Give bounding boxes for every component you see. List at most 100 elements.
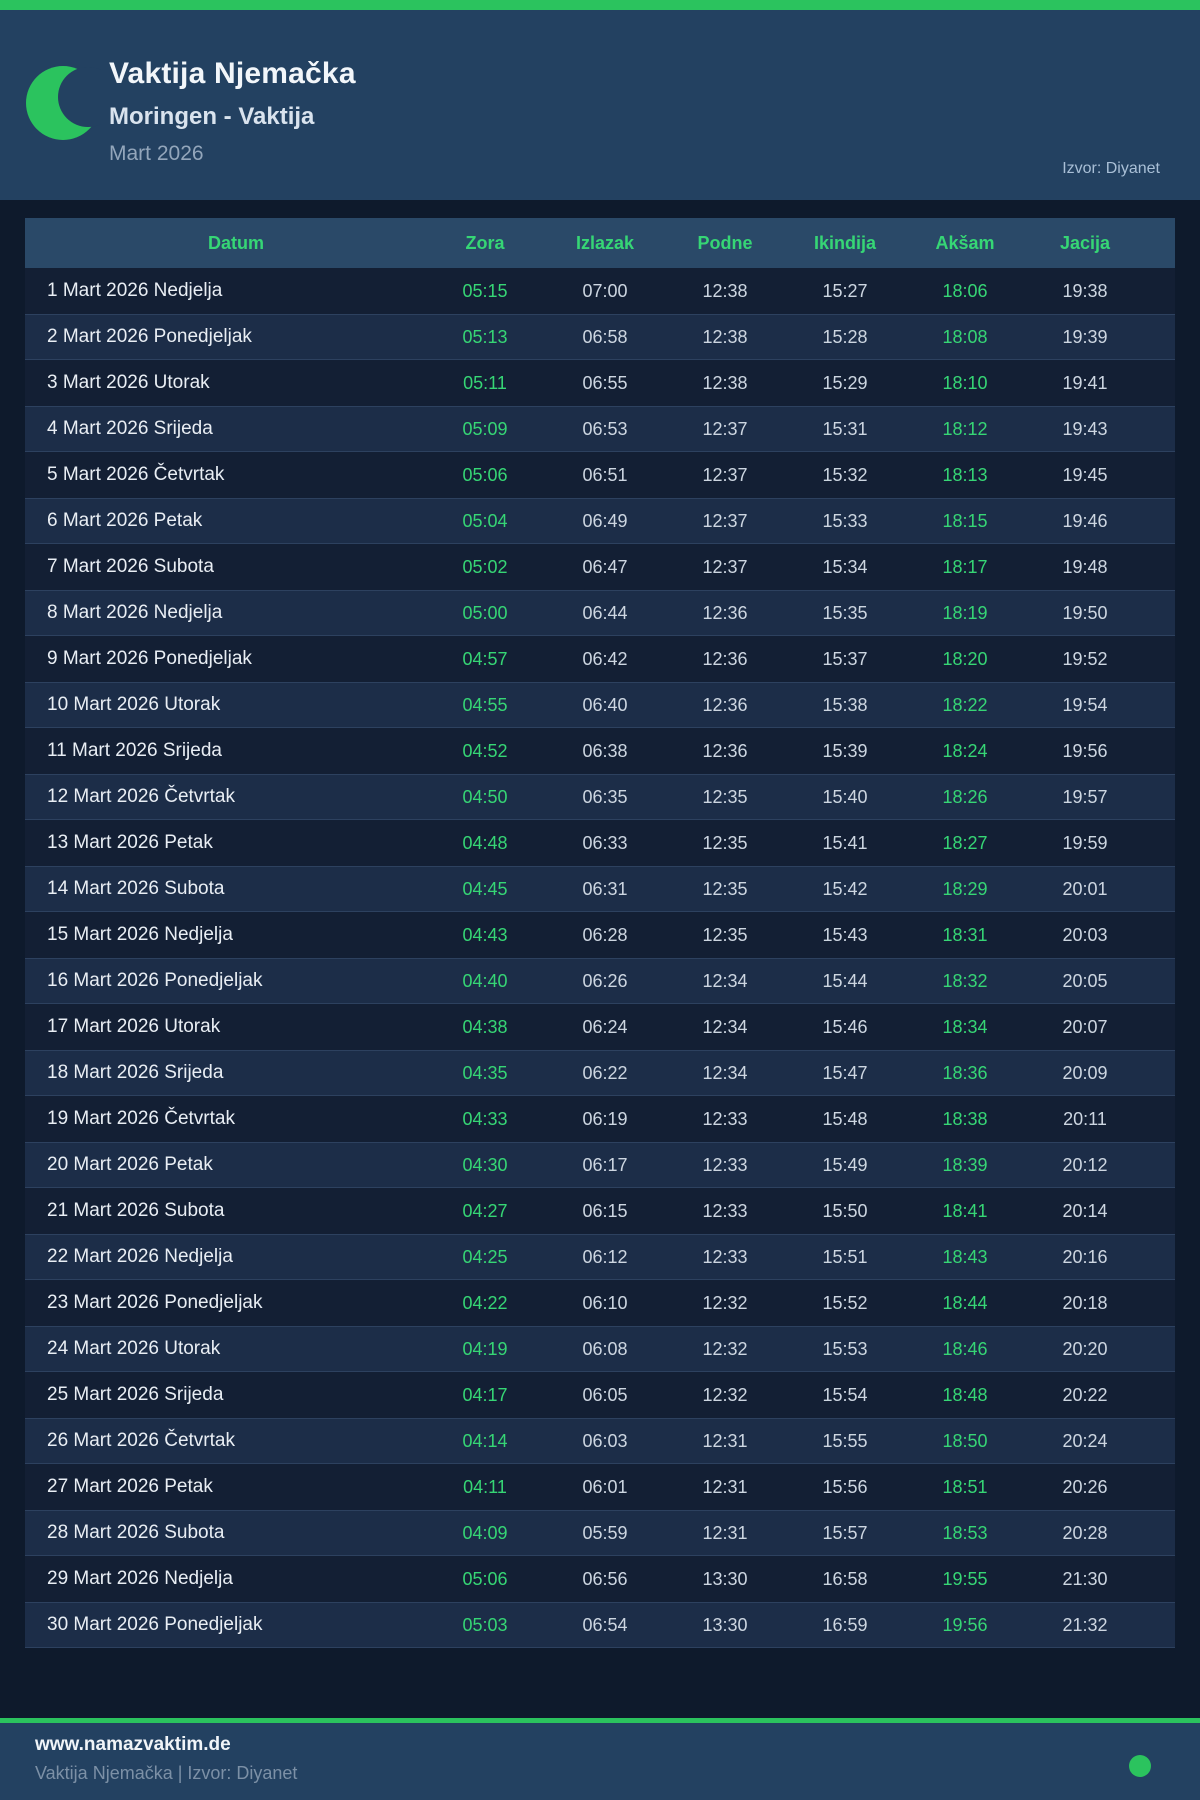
- table-row: 4 Mart 2026 Srijeda 05:09 06:53 12:37 15:31 1…: [25, 406, 1175, 452]
- prayer-times-table: Datum Zora Izlazak Podne Ikindija Akšam Jacija…: [25, 218, 1175, 1648]
- date-cell: 8 Mart 2026 Nedjelja: [47, 602, 223, 623]
- ikindija-cell: 15:43: [822, 924, 868, 945]
- jacija-cell: 20:16: [1062, 1246, 1108, 1267]
- page-header: Vaktija Njemačka Moringen - Vaktija Mart…: [0, 10, 1200, 200]
- row-spacer: [1145, 360, 1175, 406]
- aksam-cell: 18:24: [942, 740, 988, 761]
- aksam-cell: 18:53: [942, 1522, 988, 1543]
- table-row: 30 Mart 2026 Ponedjeljak 05:03 06:54 13:30 1…: [25, 1602, 1175, 1648]
- jacija-cell: 20:12: [1062, 1154, 1108, 1175]
- row-spacer: [1145, 452, 1175, 498]
- ikindija-cell: 15:57: [822, 1522, 868, 1543]
- podne-cell: 12:32: [702, 1384, 748, 1405]
- table-row: 15 Mart 2026 Nedjelja 04:43 06:28 12:35 15:4…: [25, 912, 1175, 958]
- izlazak-cell: 06:19: [582, 1108, 628, 1129]
- zora-cell: 04:55: [462, 694, 508, 715]
- izlazak-cell: 06:15: [582, 1200, 628, 1221]
- izlazak-cell: 05:59: [582, 1522, 628, 1543]
- date-cell: 3 Mart 2026 Utorak: [47, 372, 210, 393]
- row-spacer: [1145, 1326, 1175, 1372]
- table-row: 25 Mart 2026 Srijeda 04:17 06:05 12:32 15:54…: [25, 1372, 1175, 1418]
- jacija-cell: 21:32: [1062, 1614, 1108, 1635]
- column-header-podne: Podne: [665, 218, 785, 268]
- aksam-cell: 18:31: [942, 924, 988, 945]
- table-row: 9 Mart 2026 Ponedjeljak 04:57 06:42 12:36 15…: [25, 636, 1175, 682]
- podne-cell: 12:37: [702, 556, 748, 577]
- table-row: 2 Mart 2026 Ponedjeljak 05:13 06:58 12:38 15…: [25, 314, 1175, 360]
- podne-cell: 13:30: [702, 1568, 748, 1589]
- ikindija-cell: 15:40: [822, 786, 868, 807]
- table-header-row: Datum Zora Izlazak Podne Ikindija Akšam Jacija: [25, 218, 1175, 268]
- izlazak-cell: 06:56: [582, 1568, 628, 1589]
- date-cell: 21 Mart 2026 Subota: [47, 1200, 225, 1221]
- zora-cell: 05:09: [462, 418, 508, 439]
- ikindija-cell: 15:31: [822, 418, 868, 439]
- izlazak-cell: 06:03: [582, 1430, 628, 1451]
- aksam-cell: 18:34: [942, 1016, 988, 1037]
- ikindija-cell: 15:55: [822, 1430, 868, 1451]
- zora-cell: 05:00: [462, 602, 508, 623]
- prayer-times-body: 1 Mart 2026 Nedjelja 05:15 07:00 12:38 15:27…: [25, 268, 1175, 1648]
- jacija-cell: 19:59: [1062, 832, 1108, 853]
- page-title: Vaktija Njemačka: [109, 57, 356, 90]
- ikindija-cell: 15:34: [822, 556, 868, 577]
- date-cell: 24 Mart 2026 Utorak: [47, 1338, 221, 1359]
- aksam-cell: 18:41: [942, 1200, 988, 1221]
- date-cell: 12 Mart 2026 Četvrtak: [47, 786, 235, 807]
- izlazak-cell: 06:47: [582, 556, 628, 577]
- aksam-cell: 18:44: [942, 1292, 988, 1313]
- column-header-jacija: Jacija: [1025, 218, 1145, 268]
- izlazak-cell: 06:54: [582, 1614, 628, 1635]
- zora-cell: 04:22: [462, 1292, 508, 1313]
- table-row: 6 Mart 2026 Petak 05:04 06:49 12:37 15:33 18:…: [25, 498, 1175, 544]
- table-row: 23 Mart 2026 Ponedjeljak 04:22 06:10 12:32 1…: [25, 1280, 1175, 1326]
- jacija-cell: 19:41: [1062, 372, 1108, 393]
- podne-cell: 12:36: [702, 740, 748, 761]
- jacija-cell: 20:14: [1062, 1200, 1108, 1221]
- row-spacer: [1145, 498, 1175, 544]
- zora-cell: 04:48: [462, 832, 508, 853]
- izlazak-cell: 06:35: [582, 786, 628, 807]
- table-row: 3 Mart 2026 Utorak 05:11 06:55 12:38 15:29 18…: [25, 360, 1175, 406]
- date-cell: 15 Mart 2026 Nedjelja: [47, 924, 233, 945]
- podne-cell: 12:32: [702, 1292, 748, 1313]
- prayer-times-table-wrap: Datum Zora Izlazak Podne Ikindija Akšam Jacija…: [25, 218, 1175, 1648]
- izlazak-cell: 06:53: [582, 418, 628, 439]
- date-cell: 14 Mart 2026 Subota: [47, 878, 225, 899]
- zora-cell: 04:52: [462, 740, 508, 761]
- table-row: 28 Mart 2026 Subota 04:09 05:59 12:31 15:57 1…: [25, 1510, 1175, 1556]
- jacija-cell: 20:05: [1062, 970, 1108, 991]
- izlazak-cell: 06:12: [582, 1246, 628, 1267]
- aksam-cell: 18:27: [942, 832, 988, 853]
- ikindija-cell: 15:52: [822, 1292, 868, 1313]
- row-spacer: [1145, 1510, 1175, 1556]
- zora-cell: 04:11: [463, 1476, 507, 1497]
- website-link[interactable]: www.namazvaktim.de: [35, 1734, 231, 1755]
- podne-cell: 12:31: [702, 1522, 748, 1543]
- table-row: 10 Mart 2026 Utorak 04:55 06:40 12:36 15:38 1…: [25, 682, 1175, 728]
- row-spacer: [1145, 636, 1175, 682]
- zora-cell: 04:19: [462, 1338, 508, 1359]
- date-cell: 16 Mart 2026 Ponedjeljak: [47, 970, 263, 991]
- podne-cell: 12:33: [702, 1108, 748, 1129]
- zora-cell: 04:40: [462, 970, 508, 991]
- row-spacer: [1145, 912, 1175, 958]
- date-cell: 23 Mart 2026 Ponedjeljak: [47, 1292, 263, 1313]
- date-cell: 20 Mart 2026 Petak: [47, 1154, 213, 1175]
- crescent-moon-icon: [25, 65, 118, 200]
- izlazak-cell: 06:28: [582, 924, 628, 945]
- row-spacer: [1145, 1004, 1175, 1050]
- column-header-akšam: Akšam: [905, 218, 1025, 268]
- izlazak-cell: 06:44: [582, 602, 628, 623]
- table-row: 18 Mart 2026 Srijeda 04:35 06:22 12:34 15:47…: [25, 1050, 1175, 1096]
- zora-cell: 04:33: [462, 1108, 508, 1129]
- row-spacer: [1145, 866, 1175, 912]
- izlazak-cell: 06:24: [582, 1016, 628, 1037]
- row-spacer: [1145, 590, 1175, 636]
- row-spacer: [1145, 1556, 1175, 1602]
- date-cell: 9 Mart 2026 Ponedjeljak: [47, 648, 252, 669]
- date-cell: 4 Mart 2026 Srijeda: [47, 418, 213, 439]
- zora-cell: 04:17: [462, 1384, 508, 1405]
- jacija-cell: 21:30: [1062, 1568, 1108, 1589]
- source-label: Izvor: Diyanet: [1062, 160, 1160, 177]
